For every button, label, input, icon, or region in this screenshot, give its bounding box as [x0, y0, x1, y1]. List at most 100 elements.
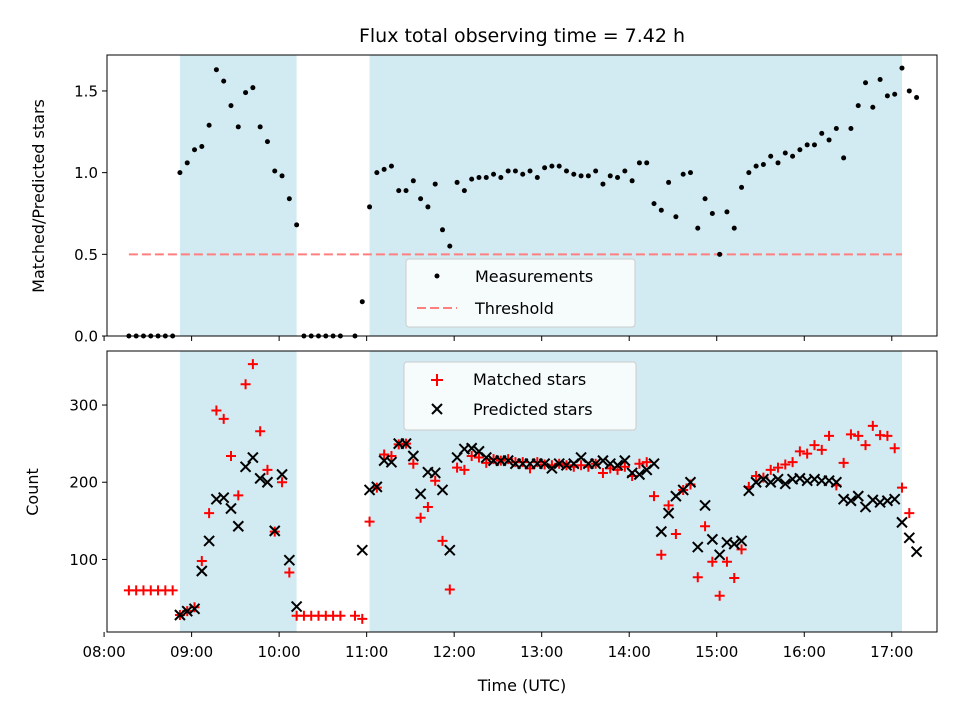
- predicted-stars-point: [436, 484, 449, 496]
- predicted-stars-point: [713, 549, 726, 561]
- measurement-point: [213, 67, 219, 73]
- measurement-point: [797, 147, 803, 153]
- matched-stars-point: [408, 458, 419, 469]
- top-panel: 0.0 0.5 1.0 1.5 Matched/Predicted stars Mea…: [29, 54, 938, 346]
- matched-stars-point: [284, 567, 295, 578]
- top-y-axis-label: Matched/Predicted stars: [29, 99, 48, 293]
- measurement-point: [250, 85, 256, 91]
- matched-stars-point: [904, 508, 915, 519]
- predicted-stars-point: [538, 458, 551, 470]
- matched-stars-point: [488, 454, 499, 465]
- matched-stars-point: [736, 544, 747, 555]
- measurement-point: [753, 163, 759, 169]
- matched-stars-point: [787, 457, 798, 468]
- matched-stars-point: [867, 420, 878, 431]
- y-tick-label: 0.0: [74, 328, 98, 346]
- matched-stars-point: [481, 457, 492, 468]
- matched-stars-point: [649, 491, 660, 502]
- matched-stars-point: [692, 572, 703, 583]
- predicted-stars-point: [254, 472, 266, 485]
- x-axis-label: Time (UTC): [477, 676, 566, 695]
- measurement-point: [505, 168, 511, 174]
- matched-stars-point: [816, 444, 827, 455]
- matched-stars-point: [729, 572, 740, 583]
- measurement-point: [396, 188, 402, 194]
- measurement-point: [432, 181, 438, 187]
- predicted-stars-point: [830, 476, 843, 488]
- measurement-point: [833, 126, 839, 132]
- predicted-stars-point: [735, 535, 748, 547]
- matched-stars-point: [255, 426, 266, 437]
- x-tick-label: 16:00: [783, 643, 826, 661]
- measurement-point: [440, 227, 446, 233]
- measurement-point: [359, 299, 365, 305]
- y-tick-label: 200: [69, 474, 98, 492]
- y-tick-label: 300: [69, 397, 98, 415]
- predicted-stars-point: [407, 450, 420, 462]
- matched-stars-point: [357, 613, 368, 624]
- measurement-point: [622, 168, 628, 174]
- bottom-y-axis-label: Count: [23, 468, 42, 516]
- matched-stars-point: [364, 516, 375, 527]
- measurement-point: [629, 178, 635, 184]
- top-legend: Measurements Threshold: [405, 258, 636, 328]
- bottom-legend: Matched stars Predicted stars: [403, 361, 637, 431]
- legend-matched-label: Matched stars: [473, 370, 586, 389]
- measurement-point: [374, 170, 380, 176]
- matched-stars-point: [167, 585, 178, 596]
- predicted-stars-point: [371, 481, 383, 493]
- x-tick-label: 12:00: [433, 643, 476, 661]
- measurement-point: [454, 179, 460, 185]
- top-plot-frame: [106, 54, 938, 337]
- matched-stars-point: [335, 610, 346, 621]
- x-tick-label: 10:00: [258, 643, 301, 661]
- predicted-stars-point: [692, 541, 704, 553]
- x-tick-label: 15:00: [695, 643, 738, 661]
- measurement-point: [615, 175, 621, 181]
- measurement-point: [739, 184, 745, 190]
- predicted-stars-point: [779, 478, 792, 490]
- matched-stars-point: [845, 429, 856, 440]
- measurement-point: [666, 179, 672, 185]
- matched-stars-point: [634, 458, 645, 469]
- measurement-point: [199, 143, 205, 149]
- predicted-stars-point: [852, 490, 864, 502]
- measurement-point: [184, 160, 190, 166]
- measurement-point: [556, 163, 562, 169]
- matched-stars-point: [277, 477, 288, 488]
- measurement-point: [527, 168, 533, 174]
- bottom-plot-frame: [106, 350, 938, 633]
- predicted-stars-point: [276, 468, 288, 481]
- predicted-stars-point: [794, 472, 806, 485]
- matched-stars-point: [700, 521, 711, 532]
- measurement-point: [447, 243, 453, 249]
- predicted-stars-point: [655, 525, 668, 538]
- predicted-stars-point: [757, 473, 770, 485]
- matched-stars-point: [532, 457, 543, 468]
- predicted-stars-point: [662, 507, 675, 519]
- predicted-stars-point: [356, 544, 368, 556]
- measurement-point: [826, 137, 832, 143]
- measurement-point: [884, 93, 890, 99]
- matched-stars-point: [707, 556, 718, 567]
- measurement-point: [709, 210, 715, 216]
- matched-stars-point: [459, 464, 470, 475]
- matched-stars-point: [714, 590, 725, 601]
- x-tick-label: 14:00: [608, 643, 651, 661]
- predicted-stars-point: [196, 565, 208, 577]
- measurement-point: [192, 147, 198, 153]
- top-legend-box: [405, 258, 636, 328]
- matched-stars-point: [860, 440, 871, 451]
- measurement-point: [848, 126, 854, 132]
- predicted-stars-point: [888, 493, 901, 505]
- matched-stars-point: [452, 462, 463, 473]
- predicted-stars-point: [203, 535, 215, 547]
- y-tick-label: 0.5: [74, 246, 98, 264]
- measurement-point: [578, 173, 584, 179]
- predicted-stars-point: [903, 532, 915, 544]
- predicted-stars-point: [845, 495, 857, 507]
- measurement-point: [768, 153, 774, 159]
- measurement-point: [235, 124, 241, 130]
- measurement-point: [520, 171, 526, 177]
- legend-measurements-label: Measurements: [475, 267, 593, 286]
